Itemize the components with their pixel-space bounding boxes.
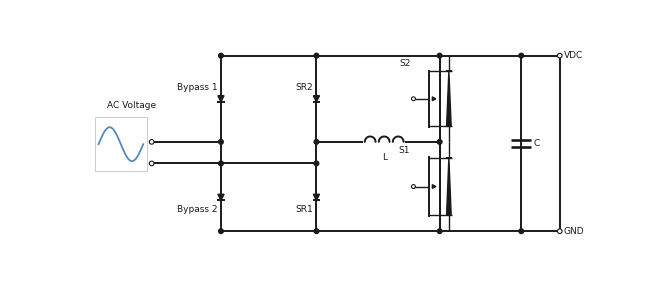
Text: AC Voltage: AC Voltage bbox=[107, 101, 156, 110]
Circle shape bbox=[557, 53, 562, 58]
Circle shape bbox=[438, 229, 442, 233]
Polygon shape bbox=[313, 194, 320, 201]
Circle shape bbox=[218, 139, 223, 144]
Circle shape bbox=[314, 139, 318, 144]
Polygon shape bbox=[447, 71, 451, 126]
Text: GND: GND bbox=[564, 227, 584, 236]
Circle shape bbox=[438, 139, 442, 144]
Circle shape bbox=[149, 139, 154, 144]
Text: L: L bbox=[382, 153, 387, 162]
Bar bbox=[95, 117, 147, 171]
Circle shape bbox=[218, 229, 223, 233]
Circle shape bbox=[314, 161, 318, 166]
Polygon shape bbox=[218, 194, 224, 201]
Text: C: C bbox=[534, 139, 540, 148]
Text: S1: S1 bbox=[399, 146, 411, 155]
Circle shape bbox=[519, 53, 524, 58]
Text: Bypass 2: Bypass 2 bbox=[178, 205, 218, 214]
Text: VDC: VDC bbox=[564, 51, 583, 60]
Circle shape bbox=[314, 229, 318, 233]
Text: SR1: SR1 bbox=[295, 205, 313, 214]
Circle shape bbox=[149, 161, 154, 166]
Polygon shape bbox=[432, 97, 436, 101]
Circle shape bbox=[411, 185, 415, 189]
Text: S2: S2 bbox=[399, 59, 411, 68]
Circle shape bbox=[557, 229, 562, 233]
Polygon shape bbox=[447, 158, 451, 215]
Circle shape bbox=[411, 97, 415, 101]
Circle shape bbox=[519, 229, 524, 233]
Circle shape bbox=[218, 53, 223, 58]
Circle shape bbox=[218, 161, 223, 166]
Circle shape bbox=[314, 53, 318, 58]
Polygon shape bbox=[313, 96, 320, 102]
Polygon shape bbox=[218, 96, 224, 102]
Text: Bypass 1: Bypass 1 bbox=[177, 83, 218, 93]
Text: SR2: SR2 bbox=[295, 83, 313, 93]
Polygon shape bbox=[432, 185, 436, 189]
Circle shape bbox=[438, 53, 442, 58]
